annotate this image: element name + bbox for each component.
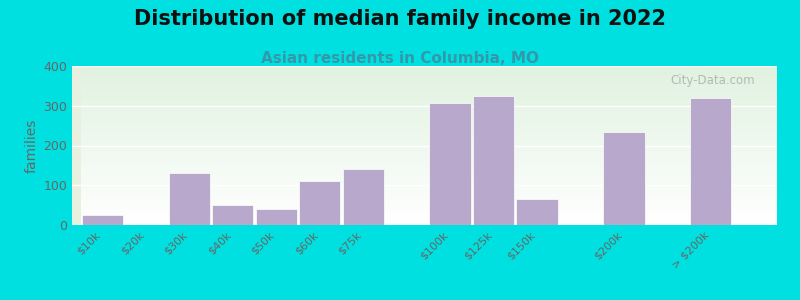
- Bar: [169, 173, 210, 225]
- Text: Asian residents in Columbia, MO: Asian residents in Columbia, MO: [261, 51, 539, 66]
- Text: City-Data.com: City-Data.com: [670, 74, 755, 87]
- Bar: [473, 96, 514, 225]
- Y-axis label: families: families: [25, 118, 39, 173]
- Bar: [299, 181, 340, 225]
- Bar: [342, 169, 384, 225]
- Bar: [690, 98, 731, 225]
- Text: Distribution of median family income in 2022: Distribution of median family income in …: [134, 9, 666, 29]
- Bar: [516, 199, 558, 225]
- Bar: [430, 103, 470, 225]
- Bar: [212, 205, 254, 225]
- Bar: [256, 209, 297, 225]
- Bar: [82, 215, 123, 225]
- Bar: [603, 132, 645, 225]
